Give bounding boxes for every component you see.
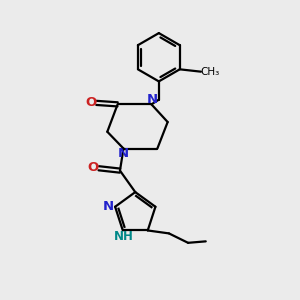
Text: N: N	[117, 147, 128, 160]
Text: N: N	[103, 200, 114, 213]
Text: O: O	[87, 161, 98, 174]
Text: CH₃: CH₃	[201, 67, 220, 77]
Text: N: N	[146, 93, 158, 106]
Text: NH: NH	[114, 230, 134, 243]
Text: O: O	[85, 95, 96, 109]
